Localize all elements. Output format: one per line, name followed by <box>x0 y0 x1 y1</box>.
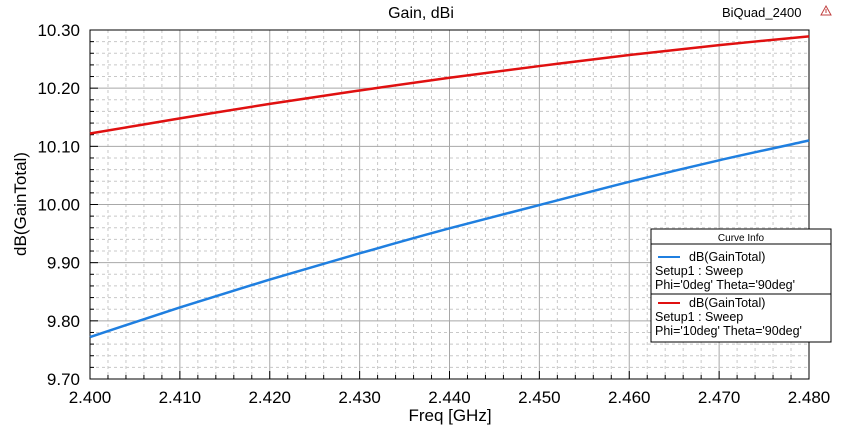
legend-title: Curve Info <box>718 233 765 244</box>
y-tick-labels: 9.70 9.80 9.90 10.00 10.10 10.20 10.30 <box>37 21 80 389</box>
series-line-phi-10deg[interactable] <box>89 35 810 135</box>
legend-entry-setup: Setup1 : Sweep <box>655 264 743 278</box>
legend-entry[interactable]: dB(GainTotal) Setup1 : Sweep Phi='10deg'… <box>655 296 802 338</box>
chart-title: Gain, dBi <box>388 5 454 22</box>
x-tick-label: 2.420 <box>248 388 291 407</box>
y-tick-label: 10.00 <box>37 196 80 215</box>
legend-entry-setup: Setup1 : Sweep <box>655 310 743 324</box>
series-line-phi-0deg[interactable] <box>89 139 810 339</box>
curve-info-legend[interactable]: Curve Info dB(GainTotal) Setup1 : Sweep … <box>650 228 832 343</box>
y-tick-label: 9.90 <box>47 254 80 273</box>
legend-entry[interactable]: dB(GainTotal) Setup1 : Sweep Phi='0deg' … <box>655 250 795 292</box>
legend-box <box>650 228 832 343</box>
series-lines <box>89 35 810 339</box>
y-tick-label: 9.70 <box>47 370 80 389</box>
legend-entry-name: dB(GainTotal) <box>689 250 765 264</box>
x-tick-label: 2.450 <box>518 388 561 407</box>
y-tick-label: 10.20 <box>37 79 80 98</box>
x-tick-label: 2.480 <box>788 388 831 407</box>
y-tick-label: 9.80 <box>47 312 80 331</box>
ansys-logo-icon <box>820 4 832 16</box>
x-tick-label: 2.430 <box>338 388 381 407</box>
x-tick-label: 2.470 <box>698 388 741 407</box>
x-tick-labels: 2.400 2.410 2.420 2.430 2.440 2.450 2.460 2.470… <box>69 388 831 407</box>
x-tick-label: 2.440 <box>428 388 471 407</box>
y-tick-label: 10.10 <box>37 137 80 156</box>
x-axis-label: Freq [GHz] <box>408 406 491 425</box>
tick-marks <box>90 41 792 379</box>
x-tick-label: 2.460 <box>608 388 651 407</box>
y-tick-label: 10.30 <box>37 21 80 40</box>
project-tag: BiQuad_2400 <box>722 5 802 20</box>
legend-entry-params: Phi='10deg' Theta='90deg' <box>655 324 802 338</box>
plot-area-frame <box>89 29 810 380</box>
x-tick-label: 2.400 <box>69 388 112 407</box>
y-axis-label: dB(GainTotal) <box>11 152 30 256</box>
x-tick-label: 2.410 <box>159 388 202 407</box>
legend-entry-params: Phi='0deg' Theta='90deg' <box>655 278 795 292</box>
legend-entry-name: dB(GainTotal) <box>689 296 765 310</box>
